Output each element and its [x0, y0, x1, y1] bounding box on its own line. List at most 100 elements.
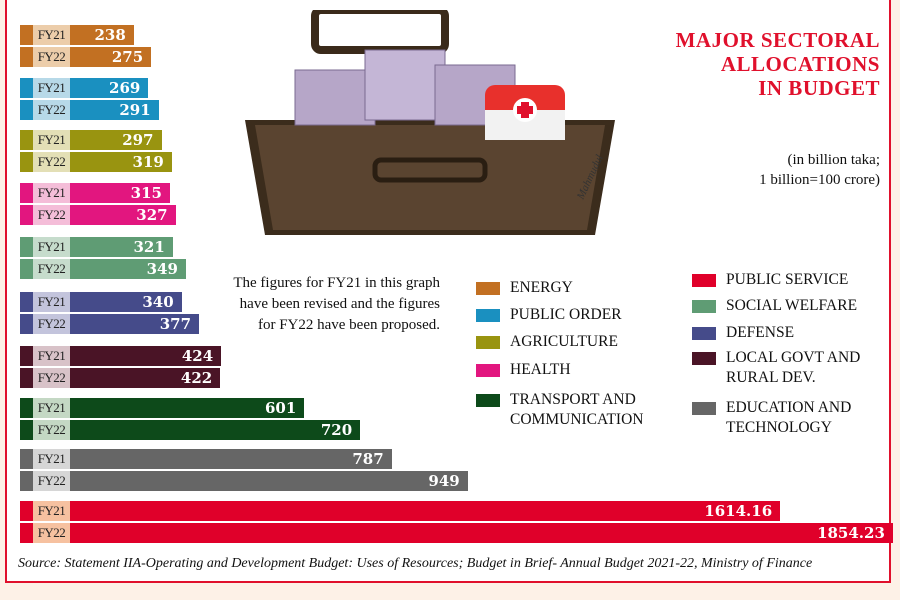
bar-energy-fy21: FY21 238 — [20, 25, 134, 45]
legend-swatch — [476, 364, 500, 377]
series-label: FY21 — [33, 501, 70, 521]
data-label: 949 — [428, 472, 460, 490]
series-label: FY21 — [33, 346, 70, 366]
bar-swatch — [20, 183, 33, 203]
legend-swatch — [476, 394, 500, 407]
legend-swatch — [476, 336, 500, 349]
legend-swatch — [476, 282, 500, 295]
data-label: 291 — [119, 101, 151, 119]
series-label: FY22 — [33, 259, 70, 279]
bar-public-service-fy22: FY22 1854.23 — [20, 523, 893, 543]
data-label: 424 — [181, 347, 214, 365]
bar-public-service-fy21: FY21 1614.16 — [20, 501, 781, 521]
bar-swatch — [20, 501, 33, 521]
bar-swatch — [20, 78, 33, 98]
title-line: IN BUDGET — [758, 76, 880, 100]
bar-swatch — [20, 346, 33, 366]
series-label: FY22 — [33, 471, 70, 491]
bar-education-and-technology-fy22: FY22 949 — [20, 471, 468, 491]
data-label: 315 — [130, 184, 162, 202]
bar-social-welfare-fy21: FY21 321 — [20, 237, 173, 257]
bar-swatch — [20, 314, 33, 334]
legend-label: HEALTH — [510, 361, 571, 378]
series-label: FY22 — [33, 368, 70, 388]
bar-swatch — [20, 205, 33, 225]
series-label: FY22 — [33, 152, 70, 172]
bar-local-govt-and-rural-dev-fy21: FY21 424 — [20, 346, 222, 366]
bar-swatch — [20, 130, 33, 150]
legend-label: TRANSPORT AND COMMUNICATION — [510, 391, 644, 428]
data-label: 321 — [133, 238, 165, 256]
bar-health-fy21: FY21 315 — [20, 183, 170, 203]
bar-swatch — [20, 25, 33, 45]
bar-swatch — [20, 523, 33, 543]
data-label: 1854.23 — [817, 524, 885, 542]
legend-swatch — [692, 300, 716, 313]
bar-swatch — [20, 152, 33, 172]
bar-defense-fy21: FY21 340 — [20, 292, 182, 312]
data-label: 319 — [132, 153, 164, 171]
legend-label: SOCIAL WELFARE — [726, 297, 858, 314]
series-label: FY21 — [33, 78, 70, 98]
data-label: 297 — [122, 131, 154, 149]
legend-swatch — [692, 274, 716, 287]
bar-swatch — [20, 368, 33, 388]
briefcase-illustration: Mahmudul — [245, 10, 615, 235]
legend-label: LOCAL GOVT AND RURAL DEV. — [726, 349, 861, 386]
series-label: FY22 — [33, 420, 70, 440]
bar-swatch — [20, 471, 33, 491]
series-label: FY21 — [33, 237, 70, 257]
data-label: 238 — [94, 26, 126, 44]
legend-label: ENERGY — [510, 279, 573, 296]
data-label: 340 — [142, 293, 174, 311]
data-label: 720 — [320, 421, 353, 439]
data-label: 269 — [109, 79, 141, 97]
bar-swatch — [20, 47, 33, 67]
bar-transport-and-communication-fy21: FY21 601 — [20, 398, 305, 418]
bar-swatch — [20, 100, 33, 120]
data-label: 327 — [136, 206, 168, 224]
legend-swatch — [476, 309, 500, 322]
bar-agriculture-fy21: FY21 297 — [20, 130, 162, 150]
title-line: MAJOR SECTORAL — [675, 28, 880, 52]
legend-label: DEFENSE — [726, 324, 795, 341]
legend-label: PUBLIC SERVICE — [726, 271, 849, 288]
legend-label: PUBLIC ORDER — [510, 306, 622, 323]
bar-agriculture-fy22: FY22 319 — [20, 152, 172, 172]
series-label: FY21 — [33, 25, 70, 45]
bar-public-order-fy22: FY22 291 — [20, 100, 159, 120]
legend-swatch — [692, 402, 716, 415]
bar-public-order-fy21: FY21 269 — [20, 78, 149, 98]
bar-education-and-technology-fy21: FY21 787 — [20, 449, 392, 469]
units-note: (in billion taka; 1 billion=100 crore) — [759, 150, 880, 190]
series-label: FY22 — [33, 205, 70, 225]
data-label: 601 — [264, 399, 297, 417]
series-label: FY21 — [33, 183, 70, 203]
source-note: Source: Statement IIA-Operating and Deve… — [18, 556, 813, 571]
series-label: FY22 — [33, 314, 70, 334]
legend-swatch — [692, 327, 716, 340]
legend-label: EDUCATION AND TECHNOLOGY — [726, 399, 852, 436]
series-label: FY21 — [33, 130, 70, 150]
revision-note: The figures for FY21 in this graph have … — [233, 275, 440, 333]
series-label: FY22 — [33, 523, 70, 543]
bar-energy-fy22: FY22 275 — [20, 47, 152, 67]
chart-title: MAJOR SECTORAL ALLOCATIONS IN BUDGET — [676, 28, 880, 100]
legend-swatch — [692, 352, 716, 365]
data-label: 422 — [180, 369, 213, 387]
bar-swatch — [20, 259, 33, 279]
data-label: 787 — [352, 450, 384, 468]
units-line: (in billion taka; — [787, 152, 880, 168]
data-label: 1614.16 — [704, 502, 773, 520]
data-label: 377 — [159, 315, 192, 333]
bar-swatch — [20, 449, 33, 469]
bar-swatch — [20, 237, 33, 257]
series-label: FY21 — [33, 398, 70, 418]
series-label: FY22 — [33, 100, 70, 120]
units-line: 1 billion=100 crore) — [759, 172, 880, 188]
bar-health-fy22: FY22 327 — [20, 205, 176, 225]
data-label: 275 — [111, 48, 144, 66]
bar-swatch — [20, 292, 33, 312]
legend-label: AGRICULTURE — [510, 333, 618, 350]
bar-defense-fy22: FY22 377 — [20, 314, 200, 334]
